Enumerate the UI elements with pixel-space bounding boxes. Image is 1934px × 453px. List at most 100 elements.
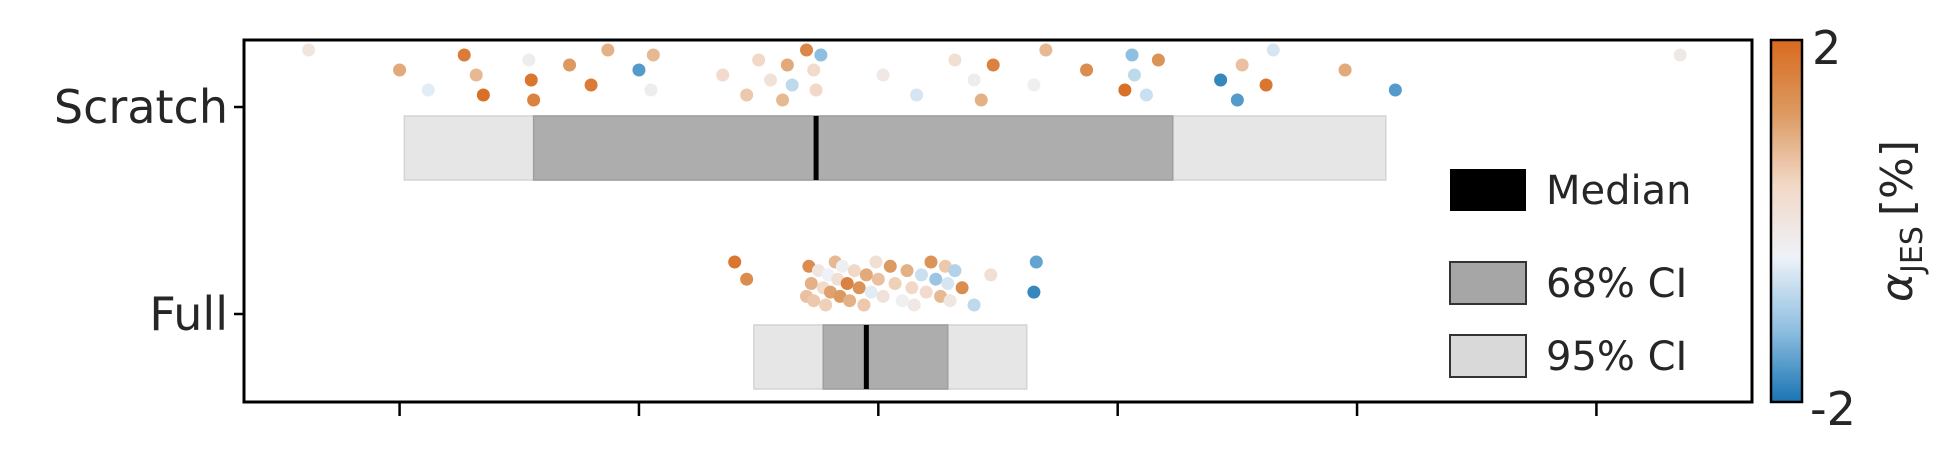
data-point-scratch (584, 78, 598, 92)
legend-label-0: Median (1546, 168, 1692, 214)
data-point-scratch (785, 78, 799, 92)
data-point-scratch (1118, 83, 1132, 97)
data-point-full (924, 255, 938, 269)
y-tick-label-scratch: Scratch (54, 80, 228, 134)
ci68-band-full (822, 324, 949, 390)
data-point-scratch (1338, 63, 1352, 77)
data-point-scratch (910, 88, 924, 102)
data-point-full (943, 294, 957, 308)
data-point-scratch (601, 43, 615, 57)
colorbar-title: αJES [%] (1872, 140, 1930, 302)
data-point-full (914, 268, 928, 282)
data-point-full (984, 268, 998, 282)
data-point-scratch (1259, 78, 1273, 92)
legend-label-1: 68% CI (1546, 261, 1687, 307)
data-point-scratch (1388, 83, 1402, 97)
data-point-full (859, 268, 873, 282)
data-point-scratch (527, 93, 541, 107)
colorbar: 2 -2 αJES [%] (1769, 21, 1930, 436)
data-point-scratch (563, 58, 577, 72)
data-point-full (948, 264, 962, 278)
data-point-scratch (809, 83, 823, 97)
data-point-scratch (476, 88, 490, 102)
data-point-full (876, 289, 890, 303)
data-point-scratch (1151, 53, 1165, 67)
data-point-scratch (814, 48, 828, 62)
legend-swatch-0 (1450, 169, 1526, 211)
ci68-band-scratch (532, 115, 1174, 181)
data-point-scratch (1039, 43, 1053, 57)
data-point-scratch (1125, 48, 1139, 62)
colorbar-title-symbol: α (1872, 273, 1923, 302)
colorbar-max-label: 2 (1812, 21, 1841, 75)
data-point-scratch (1673, 48, 1687, 62)
data-point-scratch (764, 73, 778, 87)
data-point-scratch (967, 73, 981, 87)
data-point-scratch (524, 73, 538, 87)
data-point-full (888, 277, 902, 290)
data-point-scratch (469, 68, 483, 82)
data-point-scratch (740, 88, 754, 102)
data-point-full (807, 294, 821, 308)
data-point-scratch (1230, 93, 1244, 107)
data-point-full (905, 281, 919, 295)
data-point-full (919, 285, 933, 299)
data-point-full (1027, 285, 1041, 299)
legend-swatch-2 (1449, 334, 1527, 378)
data-point-scratch (421, 83, 435, 97)
data-point-scratch (986, 58, 1000, 72)
data-point-scratch (974, 93, 988, 107)
data-point-scratch (1080, 63, 1094, 77)
data-point-full (955, 281, 969, 295)
data-point-scratch (646, 48, 660, 62)
data-point-scratch (644, 83, 658, 97)
legend: Median 68% CI 95% CI (1449, 168, 1692, 380)
y-tick-label-full: Full (149, 287, 228, 341)
data-point-scratch (1127, 68, 1141, 82)
colorbar-gradient (1769, 38, 1804, 404)
data-point-scratch (948, 53, 962, 67)
data-point-scratch (457, 48, 471, 62)
data-point-scratch (632, 63, 646, 77)
data-point-full (804, 277, 818, 290)
data-point-full (857, 298, 871, 312)
data-point-scratch (780, 58, 794, 72)
data-point-scratch (807, 63, 821, 77)
data-point-full (864, 285, 878, 299)
data-point-scratch (393, 63, 407, 77)
data-point-full (852, 281, 866, 295)
data-point-scratch (522, 53, 536, 67)
data-point-full (907, 298, 921, 312)
data-point-scratch (302, 43, 316, 57)
data-point-full (843, 294, 857, 308)
data-point-full (929, 272, 943, 286)
data-point-full (819, 298, 833, 312)
plot-frame (242, 38, 1754, 404)
data-point-full (895, 294, 909, 308)
data-point-full (871, 272, 885, 286)
data-point-full (967, 298, 981, 312)
data-point-full (1029, 255, 1043, 269)
data-point-full (869, 255, 883, 269)
legend-label-2: 95% CI (1546, 334, 1687, 380)
data-point-scratch (1235, 58, 1249, 72)
data-point-full (883, 259, 897, 273)
legend-swatch-1 (1449, 261, 1527, 305)
data-point-scratch (716, 68, 730, 82)
colorbar-title-unit: [%] (1872, 140, 1923, 216)
data-point-scratch (752, 53, 766, 67)
data-point-full (835, 259, 849, 273)
data-point-scratch (1027, 78, 1041, 92)
colorbar-min-label: -2 (1810, 382, 1856, 436)
data-point-full (941, 277, 955, 290)
data-point-scratch (1139, 88, 1153, 102)
data-point-scratch (1266, 43, 1280, 57)
data-point-full (740, 272, 754, 286)
data-point-scratch (800, 43, 814, 57)
colorbar-title-subscript: JES (1895, 226, 1930, 275)
data-point-scratch (876, 68, 890, 82)
data-point-full (728, 255, 742, 269)
data-point-scratch (1214, 73, 1228, 87)
data-point-full (840, 277, 854, 290)
